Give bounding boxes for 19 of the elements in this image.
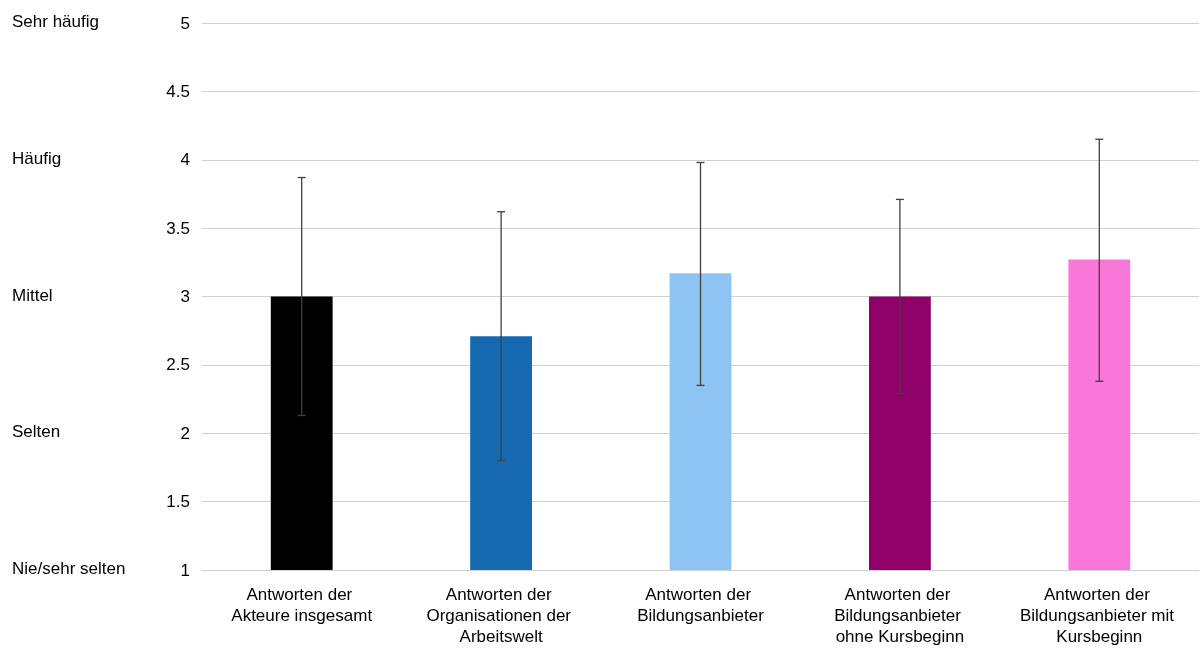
text: Sehr häufig	[12, 12, 99, 31]
text: Mittel	[12, 285, 53, 305]
y-tick-label: 4	[180, 150, 190, 170]
y-tick-label: 2	[180, 423, 190, 443]
x-tick-label: Antworten der Bildungsanbieter	[637, 585, 765, 625]
x-tick-label: Antworten der Akteure insgesamt	[231, 585, 373, 625]
y-tick-label: 3	[180, 287, 190, 306]
y-tick-label: 3.5	[166, 218, 190, 238]
y-tick-label: 1	[180, 560, 190, 580]
y-tick-label: 2.5	[166, 355, 190, 375]
text: Häufig	[12, 148, 62, 168]
x-tick-label: Antworten der Bildungsanbieter ohne Kursbeginn	[834, 585, 966, 646]
y-tick-label: 1.5	[166, 492, 190, 512]
x-tick-label: Antworten der Bildungsanbieter mit Kursbeginn	[1019, 585, 1179, 646]
text: Nie/sehr selten	[12, 559, 126, 578]
y-tick-label: 5	[180, 13, 190, 33]
text: Selten	[12, 422, 61, 442]
x-tick-label: Antworten der Organisationen der Arbeitswelt	[426, 585, 576, 646]
y-tick-label: 4.5	[166, 81, 190, 101]
